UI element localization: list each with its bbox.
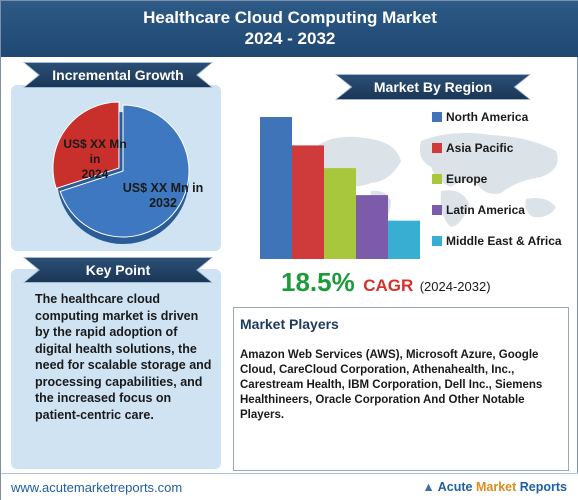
legend-item-asia-pacific: Asia Pacific (432, 138, 562, 158)
incremental-growth-ribbon: Incremental Growth (23, 62, 213, 88)
legend-item-middle-east-africa: Middle East & Africa (432, 231, 562, 251)
brand-word-1: Acute (437, 480, 473, 494)
pie-label-2024: US$ XX Mn in 2024 (57, 137, 133, 182)
pie-label-2024-line1: US$ XX Mn in (63, 137, 127, 166)
legend-swatch-asia-pacific (432, 143, 442, 153)
cagr-value: 18.5% (281, 267, 355, 297)
legend-label-europe: Europe (446, 172, 488, 186)
cagr-label: CAGR (363, 276, 414, 295)
bar-north-america (260, 117, 292, 259)
market-players-box: Market Players Amazon Web Services (AWS)… (233, 307, 569, 471)
key-point-text: The healthcare cloud computing market is… (35, 292, 212, 422)
legend-item-north-america: North America (432, 107, 562, 127)
region-legend: North America Asia Pacific Europe Latin … (432, 107, 562, 262)
pie-label-2032-line2: 2032 (149, 196, 177, 210)
footer-url-link[interactable]: www.acutemarketreports.com (11, 480, 183, 495)
brand-word-2: Market (475, 480, 517, 494)
incremental-growth-title: Incremental Growth (25, 63, 211, 87)
pie-label-2024-line2: 2024 (81, 167, 109, 181)
legend-item-europe: Europe (432, 169, 562, 189)
legend-swatch-latin-america (432, 205, 442, 215)
cagr-period: (2024-2032) (419, 279, 491, 294)
pie-label-2032-line1: US$ XX Mn in (122, 181, 204, 195)
market-players-text: Amazon Web Services (AWS), Microsoft Azu… (240, 349, 543, 421)
legend-label-asia-pacific: Asia Pacific (446, 141, 514, 155)
legend-label-north-america: North America (446, 110, 529, 124)
cagr-callout: 18.5% CAGR (2024-2032) (281, 267, 491, 298)
legend-swatch-middle-east-africa (432, 236, 442, 246)
key-point-ribbon: Key Point (23, 257, 213, 283)
brand-word-3: Reports (519, 480, 567, 494)
legend-label-latin-america: Latin America (446, 203, 525, 217)
legend-item-latin-america: Latin America (432, 200, 562, 220)
legend-swatch-north-america (432, 112, 442, 122)
page-title: Healthcare Cloud Computing Market 2024 -… (1, 1, 578, 57)
key-point-title: Key Point (25, 258, 211, 282)
pie-label-2032: US$ XX Mn in 2032 (113, 181, 213, 211)
title-line-2: 2024 - 2032 (244, 29, 336, 48)
key-point-panel (11, 269, 221, 469)
brand-logo: ▲ Acute Market Reports (422, 480, 567, 494)
title-line-1: Healthcare Cloud Computing Market (143, 8, 437, 27)
legend-label-middle-east-africa: Middle East & Africa (446, 234, 562, 248)
brand-mountain-icon: ▲ (422, 480, 435, 494)
market-players-title: Market Players (240, 316, 339, 332)
footer: www.acutemarketreports.com ▲ Acute Market… (1, 473, 578, 500)
legend-swatch-europe (432, 174, 442, 184)
market-by-region-title: Market By Region (337, 75, 529, 99)
market-by-region-ribbon: Market By Region (335, 74, 531, 100)
